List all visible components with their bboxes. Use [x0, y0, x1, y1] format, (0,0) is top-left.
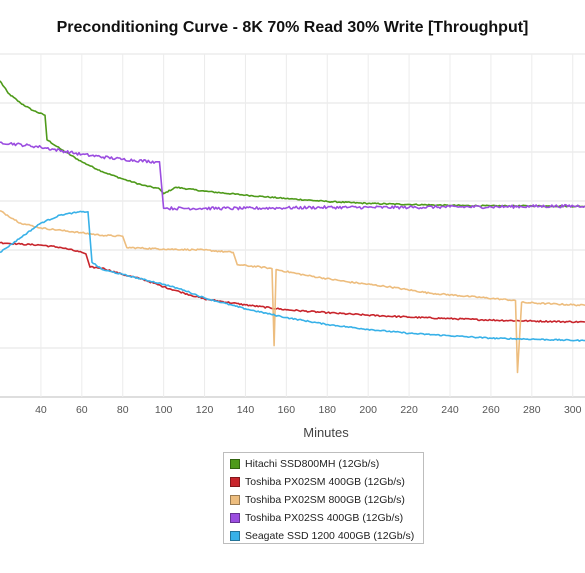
series-line-3	[0, 210, 585, 374]
legend: Hitachi SSD800MH (12Gb/s) Toshiba PX02SM …	[223, 452, 424, 544]
x-tick-label: 140	[237, 404, 255, 416]
legend-label: Seagate SSD 1200 400GB (12Gb/s)	[245, 530, 415, 542]
x-tick-label: 260	[482, 404, 500, 416]
legend-swatch	[230, 477, 240, 487]
legend-swatch	[230, 513, 240, 523]
series-line-4	[0, 141, 585, 211]
chart-title: Preconditioning Curve - 8K 70% Read 30% …	[56, 19, 529, 36]
grid-lines	[0, 53, 585, 398]
x-tick-label: 80	[117, 404, 129, 416]
legend-label: Hitachi SSD800MH (12Gb/s)	[245, 458, 380, 470]
legend-swatch	[230, 495, 240, 505]
series-line-5	[0, 210, 585, 342]
x-tick-label: 240	[441, 404, 459, 416]
legend-label: Toshiba PX02SM 800GB (12Gb/s)	[245, 494, 405, 506]
legend-item: Seagate SSD 1200 400GB (12Gb/s)	[230, 529, 414, 543]
legend-swatch	[230, 459, 240, 469]
legend-item: Toshiba PX02SS 400GB (12Gb/s)	[230, 511, 403, 525]
x-tick-label: 60	[76, 404, 88, 416]
series-lines	[0, 80, 585, 374]
legend-item: Hitachi SSD800MH (12Gb/s)	[230, 457, 379, 471]
x-tick-label: 160	[278, 404, 296, 416]
x-tick-labels: 40 60 80 100 120 140 160 180 200 220 240 260 280 300	[35, 404, 582, 416]
x-tick-label: 280	[523, 404, 541, 416]
x-tick-label: 40	[35, 404, 47, 416]
legend-item: Toshiba PX02SM 400GB (12Gb/s)	[230, 475, 405, 489]
x-axis-label: Minutes	[303, 425, 349, 440]
legend-label: Toshiba PX02SS 400GB (12Gb/s)	[245, 512, 404, 524]
x-tick-label: 120	[196, 404, 214, 416]
legend-swatch	[230, 531, 240, 541]
legend-item: Toshiba PX02SM 800GB (12Gb/s)	[230, 493, 405, 507]
legend-label: Toshiba PX02SM 400GB (12Gb/s)	[245, 476, 405, 488]
x-tick-label: 300	[564, 404, 582, 416]
series-line-1	[0, 80, 585, 208]
x-tick-label: 100	[155, 404, 173, 416]
series-line-2	[0, 241, 585, 324]
x-tick-label: 220	[400, 404, 418, 416]
x-tick-label: 180	[319, 404, 337, 416]
x-tick-label: 200	[359, 404, 377, 416]
